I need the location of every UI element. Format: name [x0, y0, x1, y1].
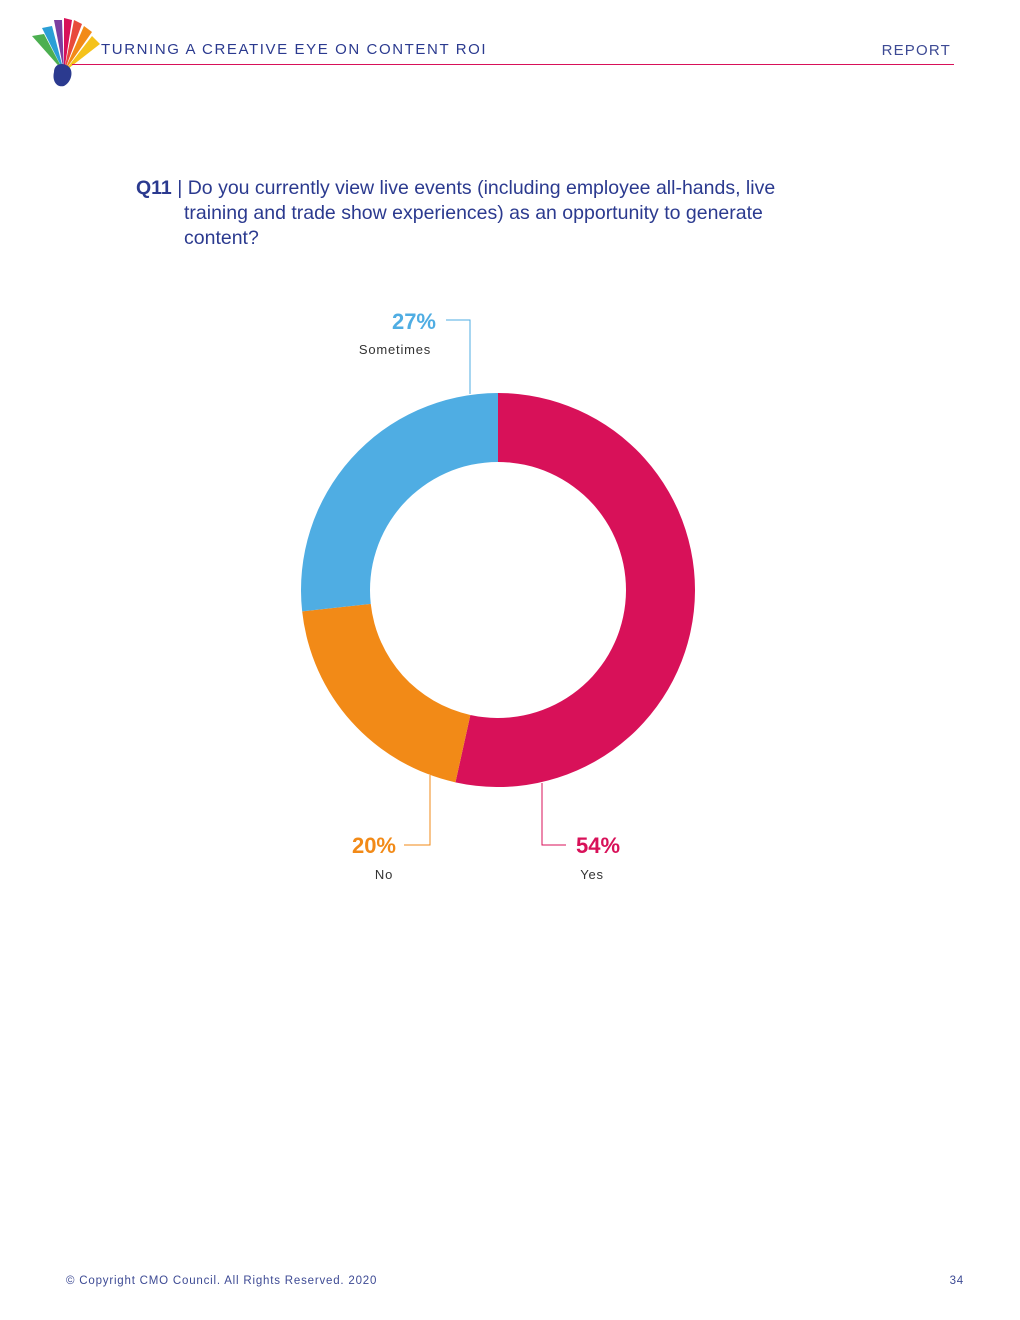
data-label-yes: 54% — [576, 833, 620, 858]
report-title: TURNING A CREATIVE EYE ON CONTENT ROI — [101, 41, 488, 58]
category-label-sometimes: Sometimes — [359, 342, 431, 357]
page-number: 34 — [949, 1275, 964, 1287]
leader-line-no — [404, 775, 431, 846]
category-label-yes: Yes — [580, 867, 604, 882]
header-divider — [72, 64, 954, 65]
data-label-no: 20% — [352, 833, 396, 858]
question-separator: | — [177, 177, 183, 199]
cmo-council-logo — [32, 18, 100, 87]
data-label-sometimes: 27% — [392, 309, 436, 334]
question-text-line1: Do you currently view live events (inclu… — [187, 177, 776, 199]
section-label: REPORT — [881, 42, 951, 59]
question-block: Q11 | Do you currently view live events … — [136, 176, 896, 251]
leader-line-yes — [541, 783, 566, 846]
question-text-line3: content? — [184, 227, 259, 249]
logo-fan-icon — [32, 18, 100, 87]
donut-slice-sometimes — [300, 393, 498, 612]
donut-slice-no — [302, 603, 471, 783]
category-label-no: No — [375, 867, 393, 882]
donut-slice-yes — [455, 393, 696, 788]
copyright-text: © Copyright CMO Council. All Rights Rese… — [66, 1275, 378, 1287]
leader-line-sometimes — [446, 319, 471, 394]
question-text-line2: training and trade show experiences) as … — [184, 202, 763, 224]
question-number: Q11 — [136, 177, 172, 199]
donut-chart: 54% Yes 20% No 27% Sometimes — [300, 309, 696, 882]
